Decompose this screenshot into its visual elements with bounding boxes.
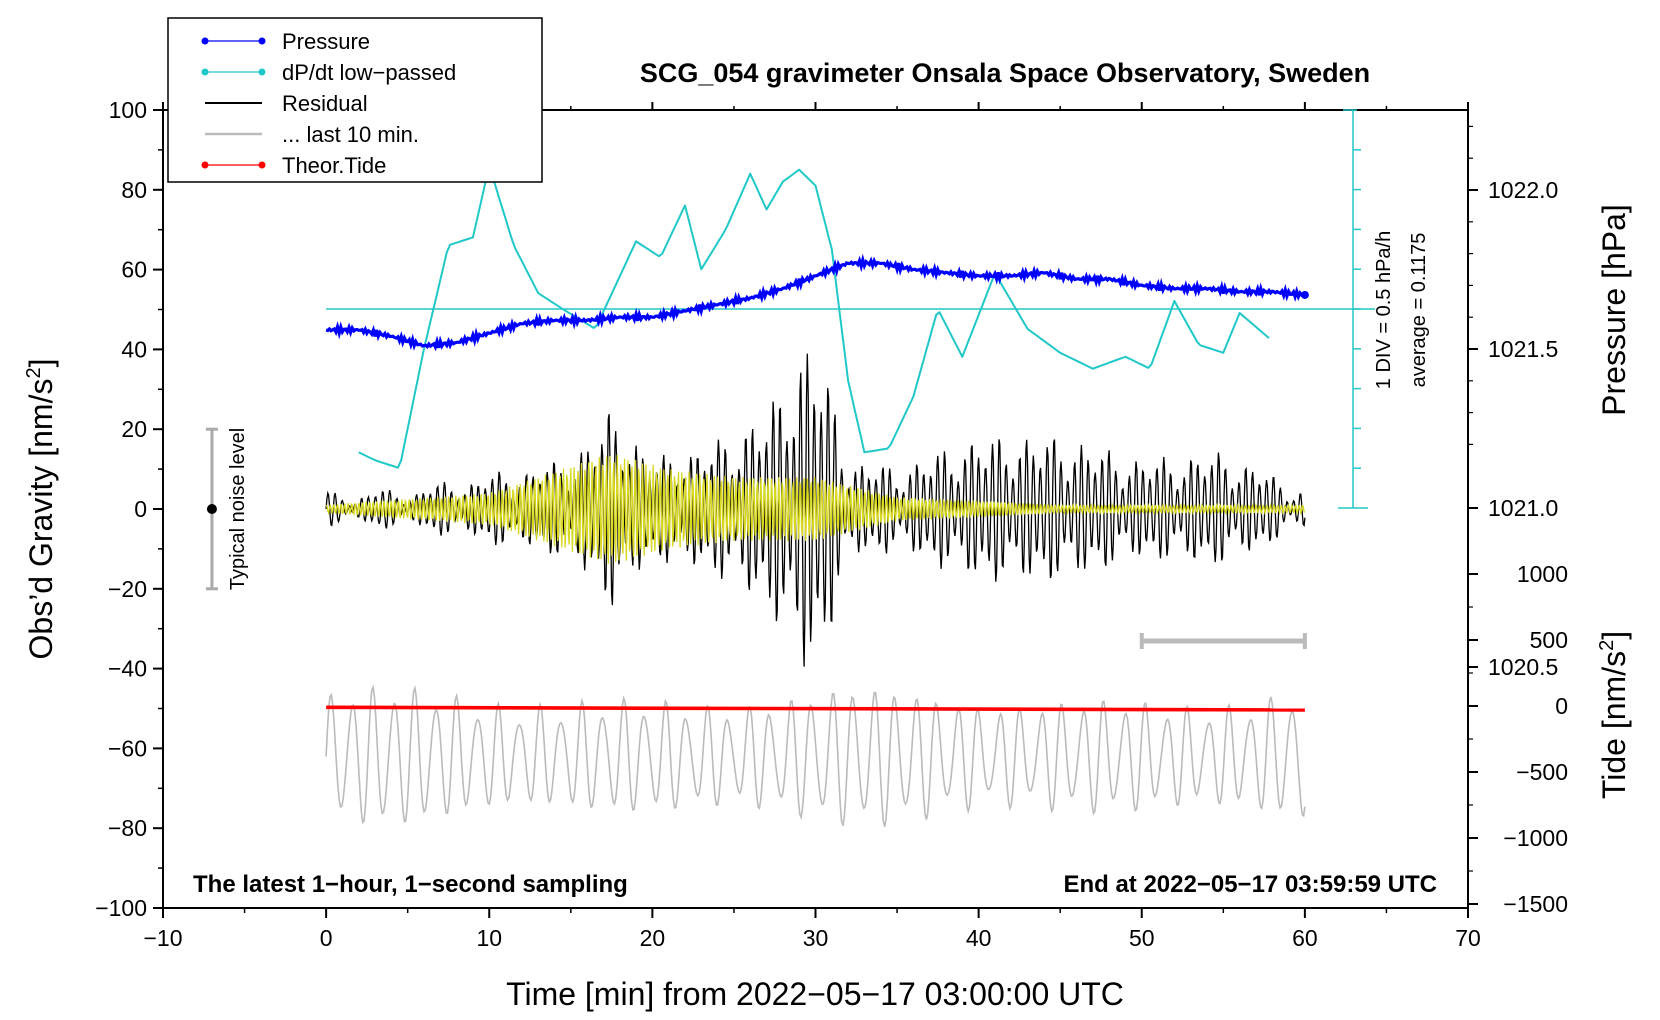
noise-level-label-wrap: Typical noise level xyxy=(227,428,249,590)
tide-axis-label-main: Tide [nm/s xyxy=(1596,651,1632,799)
y-axis-label-sup: 2 xyxy=(23,367,45,378)
div-label-wrap: 1 DIV = 0.5 hPa/h xyxy=(1373,231,1395,389)
x-tick-label: 10 xyxy=(476,925,502,951)
tide-axis-ticks: 1000 500 0 −500 −1000 −1500 xyxy=(1468,561,1568,917)
y-tick-label: −100 xyxy=(95,895,147,921)
pressure-axis-ticks: 1022.0 1021.5 1021.0 1020.5 xyxy=(1468,125,1558,680)
legend-entry: Theor.Tide xyxy=(201,153,386,178)
y-tick-label: 60 xyxy=(121,257,147,283)
x-axis-label: Time [min] from 2022−05−17 03:00:00 UTC xyxy=(506,976,1124,1012)
legend-entry: ... last 10 min. xyxy=(205,122,419,147)
tide-tick-label: 1000 xyxy=(1517,561,1568,587)
sampling-note: The latest 1−hour, 1−second sampling xyxy=(193,871,628,898)
tide-tick-label: −1000 xyxy=(1503,825,1568,851)
x-tick-label: 70 xyxy=(1455,925,1481,951)
y-tick-label: −20 xyxy=(108,576,147,602)
legend-marker xyxy=(201,161,209,169)
legend: Pressure dP/dt low−passed Residual ... last… xyxy=(167,17,543,183)
y-tick-label: −80 xyxy=(108,815,147,841)
legend-marker xyxy=(258,37,266,45)
tide-tick-label: 0 xyxy=(1555,693,1568,719)
series-layer xyxy=(325,164,1375,827)
y-axis-label-close: ] xyxy=(23,359,59,368)
svg-text:Tide [nm/s2]: Tide [nm/s2] xyxy=(1596,631,1632,799)
legend-entry: Pressure xyxy=(201,29,370,54)
last-10-min-bracket xyxy=(1139,633,1307,649)
average-label-wrap: average = 0.1175 xyxy=(1408,233,1430,388)
pressure-tick-label: 1020.5 xyxy=(1488,654,1558,680)
legend-label: ... last 10 min. xyxy=(282,122,419,147)
legend-marker xyxy=(201,37,209,45)
residual-line xyxy=(325,353,1306,667)
tide-tick-label: 500 xyxy=(1530,627,1568,653)
x-tick-label: 0 xyxy=(320,925,333,951)
legend-marker xyxy=(258,68,266,76)
y-tick-label: 0 xyxy=(134,496,147,522)
y-tick-label: 80 xyxy=(121,177,147,203)
noise-level-label: Typical noise level xyxy=(227,428,249,590)
tide-axis-label-close: ] xyxy=(1596,631,1632,640)
svg-text:Pressure [hPa]: Pressure [hPa] xyxy=(1596,204,1632,416)
x-axis-ticks: −10 0 10 20 30 40 50 60 70 xyxy=(143,102,1481,951)
tide-axis-label: Tide [nm/s2] xyxy=(1596,631,1632,799)
div-label: 1 DIV = 0.5 hPa/h xyxy=(1373,231,1395,389)
legend-entries: Pressure dP/dt low−passed Residual ... last… xyxy=(201,29,456,178)
tide-tick-label: −1500 xyxy=(1503,891,1568,917)
legend-label: Pressure xyxy=(282,29,370,54)
legend-entry: Residual xyxy=(205,91,368,116)
x-tick-label: 60 xyxy=(1292,925,1318,951)
legend-box xyxy=(167,17,543,183)
legend-label: dP/dt low−passed xyxy=(282,60,456,85)
pressure-tick-label: 1022.0 xyxy=(1488,177,1558,203)
dpdt-line xyxy=(358,164,1270,469)
legend-label: Theor.Tide xyxy=(282,153,386,178)
pressure-tick-label: 1021.0 xyxy=(1488,495,1558,521)
y-axis-label-main: Obs’d Gravity [nm/s xyxy=(23,379,59,660)
y-axis-label: Obs’d Gravity [nm/s2] xyxy=(23,359,59,660)
y-axis-ticks: 100 80 60 40 20 0 −20 −40 −60 −80 −100 xyxy=(95,97,163,921)
tide-line xyxy=(326,705,1305,712)
x-tick-label: 20 xyxy=(640,925,666,951)
legend-entry: dP/dt low−passed xyxy=(201,60,456,85)
last-10-min-line xyxy=(325,684,1306,827)
average-label: average = 0.1175 xyxy=(1408,233,1430,388)
x-tick-label: 30 xyxy=(803,925,829,951)
legend-label: Residual xyxy=(282,91,368,116)
legend-marker xyxy=(201,68,209,76)
pressure-axis-label: Pressure [hPa] xyxy=(1596,204,1632,416)
pressure-tick-label: 1021.5 xyxy=(1488,336,1558,362)
x-tick-label: −10 xyxy=(143,925,182,951)
legend-marker xyxy=(258,161,266,169)
y-tick-label: −60 xyxy=(108,735,147,761)
x-tick-label: 40 xyxy=(966,925,992,951)
pressure-line xyxy=(325,253,1304,352)
y-tick-label: 100 xyxy=(109,97,147,123)
x-tick-label: 50 xyxy=(1129,925,1155,951)
y-tick-label: −40 xyxy=(108,656,147,682)
tide-tick-label: −500 xyxy=(1516,759,1568,785)
end-time-note: End at 2022−05−17 03:59:59 UTC xyxy=(1063,871,1437,898)
tide-axis-label-sup: 2 xyxy=(1596,640,1618,651)
chart-title: SCG_054 gravimeter Onsala Space Observat… xyxy=(640,58,1370,88)
residual-filtered-line xyxy=(325,454,1306,564)
dpdt-scale xyxy=(1338,109,1368,509)
svg-text:Obs’d Gravity [nm/s2]: Obs’d Gravity [nm/s2] xyxy=(23,359,59,660)
pressure-end-marker xyxy=(1300,290,1309,299)
y-tick-label: 40 xyxy=(121,336,147,362)
noise-level-dot xyxy=(206,504,217,514)
y-tick-label: 20 xyxy=(121,416,147,442)
noise-level-indicator: Typical noise level xyxy=(205,427,249,591)
